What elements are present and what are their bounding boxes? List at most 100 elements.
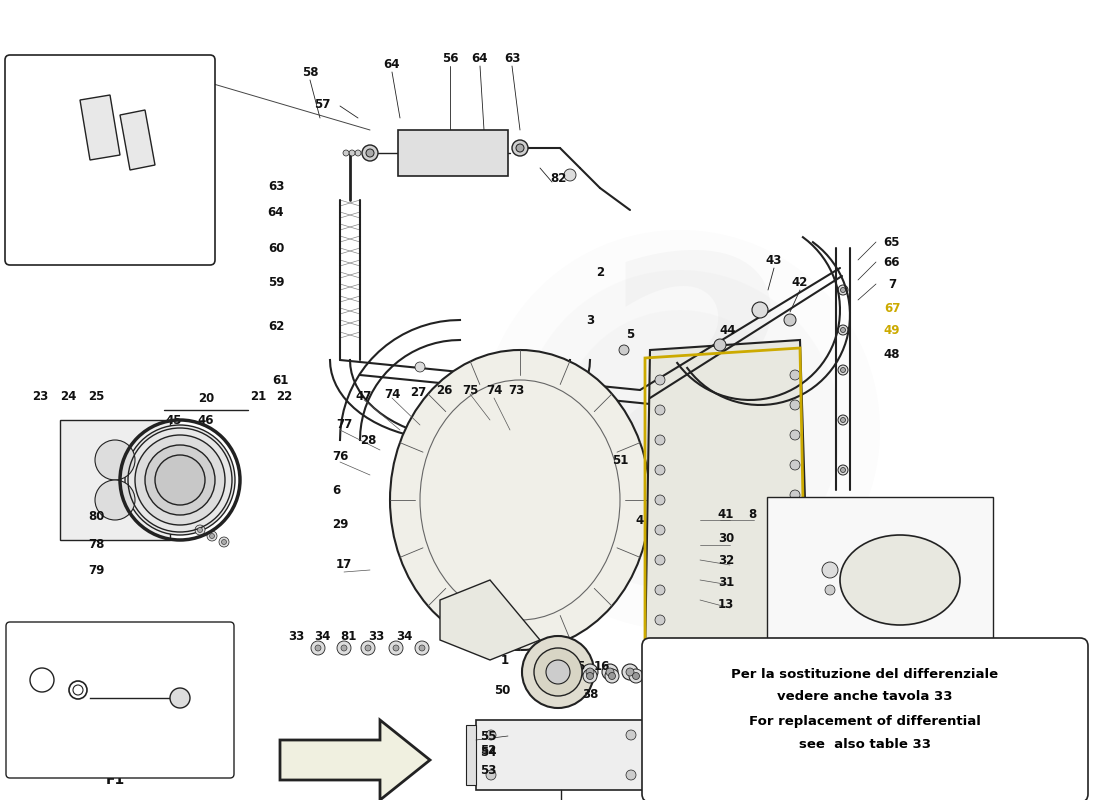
Ellipse shape	[840, 535, 960, 625]
Circle shape	[695, 675, 705, 685]
Text: 24: 24	[59, 390, 76, 402]
Circle shape	[790, 460, 800, 470]
Text: F1: F1	[106, 773, 124, 787]
Circle shape	[337, 641, 351, 655]
Circle shape	[145, 445, 214, 515]
Text: 63: 63	[504, 51, 520, 65]
FancyBboxPatch shape	[6, 55, 214, 265]
Text: 16: 16	[594, 659, 610, 673]
Circle shape	[790, 430, 800, 440]
Circle shape	[838, 415, 848, 425]
Circle shape	[619, 345, 629, 355]
Text: 35: 35	[690, 659, 706, 673]
Circle shape	[355, 150, 361, 156]
Polygon shape	[440, 580, 540, 660]
Circle shape	[790, 520, 800, 530]
Text: 29: 29	[332, 518, 349, 531]
Text: 74: 74	[384, 387, 400, 401]
Circle shape	[654, 555, 666, 565]
Circle shape	[516, 144, 524, 152]
Text: 11: 11	[816, 507, 832, 521]
Circle shape	[135, 435, 226, 525]
Text: 37: 37	[741, 659, 758, 673]
Text: Old solution: Old solution	[848, 519, 912, 529]
Text: 42: 42	[792, 275, 808, 289]
Text: 13: 13	[718, 598, 734, 610]
Text: 64: 64	[472, 51, 488, 65]
Circle shape	[725, 675, 735, 685]
FancyBboxPatch shape	[642, 638, 1088, 800]
Circle shape	[361, 641, 375, 655]
Text: 31: 31	[718, 575, 734, 589]
Circle shape	[790, 550, 800, 560]
Text: 45: 45	[166, 414, 183, 426]
Circle shape	[790, 400, 800, 410]
Text: 34: 34	[396, 630, 412, 642]
Text: 33: 33	[288, 630, 304, 642]
Circle shape	[522, 636, 594, 708]
Text: 60: 60	[267, 242, 284, 254]
Circle shape	[362, 145, 378, 161]
Circle shape	[654, 405, 666, 415]
Text: 76: 76	[332, 450, 349, 462]
Circle shape	[626, 730, 636, 740]
Text: 33: 33	[367, 630, 384, 642]
Circle shape	[486, 770, 496, 780]
Circle shape	[654, 375, 666, 385]
Circle shape	[608, 673, 616, 679]
Circle shape	[311, 641, 324, 655]
Circle shape	[822, 562, 838, 578]
Text: Per la sostituzione del differenziale: Per la sostituzione del differenziale	[732, 667, 999, 681]
Text: 69: 69	[36, 734, 53, 746]
Text: 1: 1	[500, 654, 509, 666]
Circle shape	[840, 418, 846, 422]
Text: see  also table 33: see also table 33	[799, 738, 931, 751]
Text: 80: 80	[88, 510, 104, 522]
Circle shape	[632, 673, 639, 679]
Text: 28: 28	[360, 434, 376, 446]
Circle shape	[546, 660, 570, 684]
Circle shape	[654, 615, 666, 625]
Text: 58: 58	[301, 66, 318, 78]
Text: For replacement of differential: For replacement of differential	[749, 715, 981, 729]
Text: 2: 2	[596, 266, 604, 278]
Circle shape	[790, 635, 800, 645]
Circle shape	[341, 645, 346, 651]
Polygon shape	[120, 110, 155, 170]
Text: 59: 59	[267, 275, 284, 289]
Circle shape	[840, 467, 846, 473]
Circle shape	[790, 490, 800, 500]
Circle shape	[583, 669, 597, 683]
Text: 32: 32	[718, 554, 734, 566]
Text: 74: 74	[486, 383, 503, 397]
Ellipse shape	[390, 350, 650, 650]
Circle shape	[366, 149, 374, 157]
Circle shape	[512, 140, 528, 156]
Text: 48: 48	[883, 347, 900, 361]
Text: 49: 49	[883, 323, 900, 337]
Text: 13: 13	[47, 711, 63, 725]
Circle shape	[626, 668, 634, 676]
Text: 18: 18	[446, 630, 462, 642]
Text: 78: 78	[88, 538, 104, 550]
Text: 63: 63	[267, 179, 284, 193]
Text: 21: 21	[250, 390, 266, 402]
Text: 22: 22	[276, 390, 293, 402]
Circle shape	[602, 664, 618, 680]
Circle shape	[840, 327, 846, 333]
Circle shape	[219, 537, 229, 547]
Bar	[466, 725, 476, 785]
Circle shape	[365, 645, 371, 651]
Text: 27: 27	[410, 386, 426, 398]
Text: 26: 26	[436, 383, 452, 397]
Circle shape	[654, 495, 666, 505]
Circle shape	[606, 668, 614, 676]
Text: 41: 41	[718, 507, 734, 521]
Circle shape	[626, 770, 636, 780]
Circle shape	[654, 465, 666, 475]
Text: A: A	[39, 675, 46, 685]
Text: 25: 25	[88, 390, 104, 402]
Text: 39: 39	[942, 542, 958, 554]
Text: Soluzione superata: Soluzione superata	[829, 505, 931, 515]
Text: 64: 64	[384, 58, 400, 70]
